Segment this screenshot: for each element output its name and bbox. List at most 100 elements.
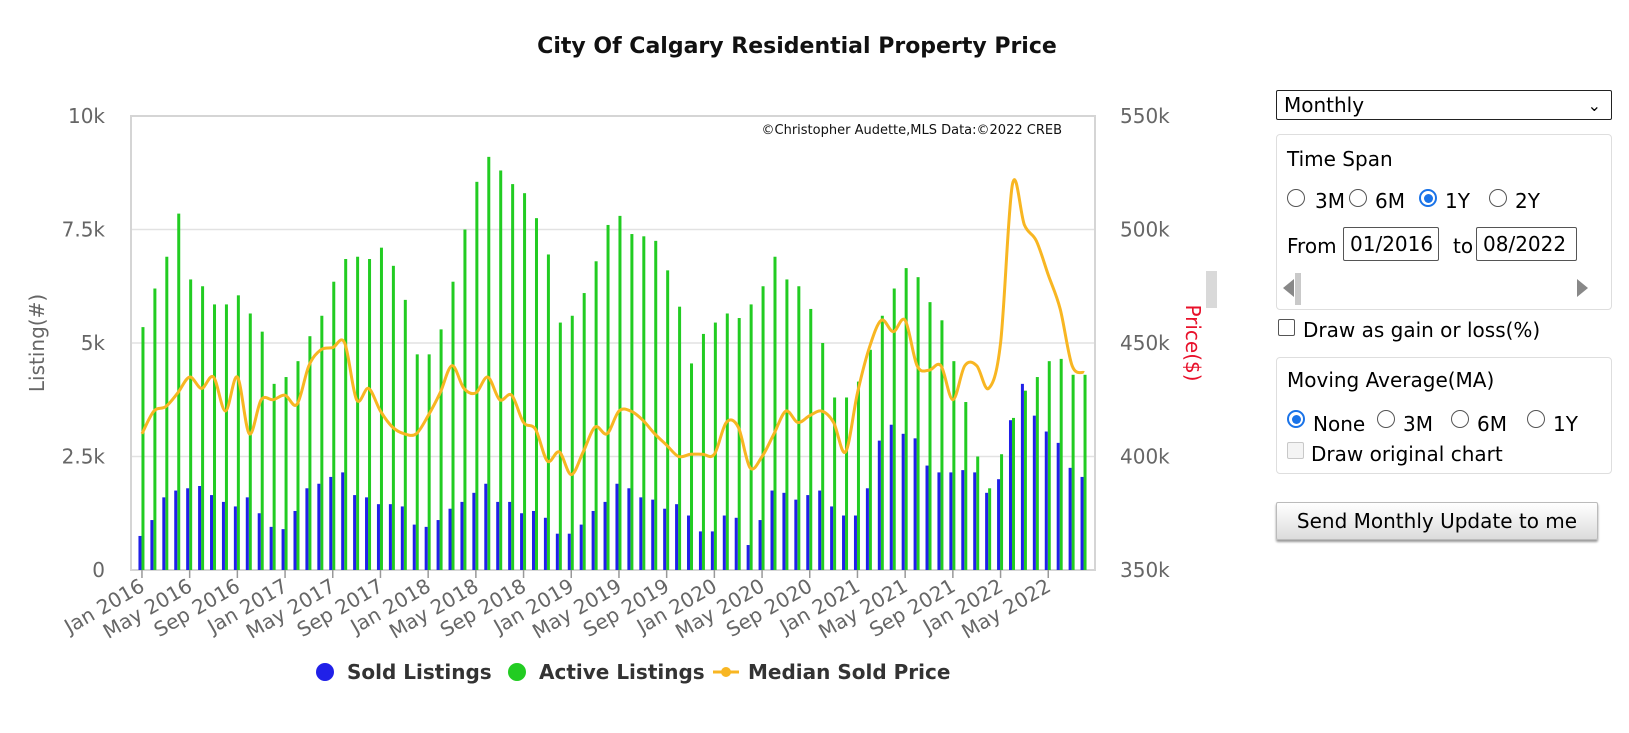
slider-right-arrow-icon[interactable] (1577, 279, 1588, 297)
legend-marker-icon (508, 663, 526, 681)
active-listings-bar (1023, 390, 1027, 570)
active-listings-bar (797, 286, 801, 570)
to-label: to (1453, 234, 1474, 258)
active-listings-bar (248, 313, 252, 570)
ma-radio-1y[interactable] (1527, 410, 1545, 428)
y-tick-label: 0 (92, 558, 105, 582)
slider-thumb[interactable] (1295, 273, 1301, 305)
y-axis: 0 2.5k 5k 7.5k 10k (62, 104, 106, 582)
active-listings-bar (1035, 377, 1039, 570)
sold-listings-bar (925, 465, 929, 570)
active-listings-bar (296, 361, 300, 570)
sold-listings-bar (436, 520, 440, 570)
sold-listings-bar (997, 479, 1001, 570)
sold-listings-bar (603, 501, 607, 570)
active-listings-bar (594, 261, 598, 570)
radio-6m[interactable] (1349, 189, 1367, 207)
y2-tick-label: 400k (1120, 445, 1170, 469)
active-listings-bar (1011, 417, 1015, 570)
sold-listings-bar (424, 526, 428, 570)
sold-listings-bar (1008, 420, 1012, 570)
active-listings-bar (236, 295, 240, 570)
radio-2y-label: 2Y (1515, 189, 1540, 213)
active-listings-bar (260, 331, 264, 570)
sold-listings-bar (675, 504, 679, 570)
active-listings-bar (463, 229, 467, 570)
active-listings-bar (845, 397, 849, 570)
active-listings-bar (320, 315, 324, 570)
sold-listings-bar (901, 433, 905, 570)
active-listings-bar (690, 363, 694, 570)
active-listings-bar (165, 256, 169, 570)
sold-listings-bar (1020, 383, 1024, 570)
radio-3m[interactable] (1287, 189, 1305, 207)
active-listings-bar (1059, 358, 1063, 570)
sold-listings-bar (484, 483, 488, 570)
active-listings-bar (356, 256, 360, 570)
active-listings-bar (487, 156, 491, 571)
from-input[interactable]: 01/2016 (1343, 227, 1439, 261)
ma-radio-none[interactable] (1287, 410, 1305, 428)
sold-listings-bar (531, 510, 535, 570)
active-listings-bar (1000, 454, 1004, 570)
sold-listings-bar (257, 513, 261, 570)
sold-listings-bar (174, 490, 178, 570)
radio-1y[interactable] (1419, 189, 1437, 207)
active-listings-bar (678, 306, 682, 570)
sold-listings-bar (365, 497, 369, 570)
to-input[interactable]: 08/2022 (1476, 227, 1577, 261)
scroll-handle[interactable] (1206, 271, 1217, 308)
sold-listings-bar (281, 529, 285, 570)
radio-2y[interactable] (1489, 189, 1507, 207)
active-listings-bar (701, 333, 705, 570)
sold-listings-bar (806, 495, 810, 570)
sold-listings-bar (853, 515, 857, 570)
active-listings-bar (153, 288, 157, 570)
sold-listings-bar (496, 501, 500, 570)
sold-listings-bar (818, 490, 822, 570)
active-listings-bar (439, 329, 443, 570)
moving-average-title: Moving Average(MA) (1287, 368, 1495, 392)
legend-marker-icon (721, 667, 731, 677)
y-tick-label: 2.5k (62, 445, 106, 469)
period-select[interactable]: Monthly ⌄ (1276, 90, 1612, 120)
draw-original-checkbox[interactable] (1287, 442, 1304, 459)
active-listings-bar (666, 270, 670, 570)
y-tick-label: 10k (68, 104, 105, 128)
ma-radio-1y-label: 1Y (1553, 412, 1578, 436)
gain-loss-checkbox[interactable] (1278, 319, 1295, 336)
sold-listings-bar (567, 533, 571, 570)
active-listings-bar (737, 318, 741, 570)
sold-listings-bar (317, 483, 321, 570)
ma-radio-6m[interactable] (1451, 410, 1469, 428)
sold-listings-bar (198, 486, 202, 570)
ma-radio-3m[interactable] (1377, 410, 1395, 428)
sold-listings-bar (1068, 467, 1072, 570)
active-listings-bar (761, 286, 765, 570)
sold-listings-bar (1032, 415, 1036, 570)
sold-listings-bar (1080, 476, 1084, 570)
sold-listings-bar (579, 524, 583, 570)
active-listings-bar (523, 193, 527, 570)
chart-area: City Of Calgary Residential Property Pri… (25, 34, 1217, 684)
sold-listings-bar (842, 515, 846, 570)
active-listings-bar (928, 302, 932, 570)
sold-listings-bar (639, 497, 643, 570)
active-listings-bar (892, 288, 896, 570)
slider-left-arrow-icon[interactable] (1283, 279, 1294, 297)
ma-radio-none-label: None (1313, 412, 1366, 436)
sold-listings-bar (889, 424, 893, 570)
sold-listings-bar (388, 504, 392, 570)
sold-listings-bar (376, 504, 380, 570)
sold-listings-bar (830, 506, 834, 570)
send-update-button[interactable]: Send Monthly Update to me (1276, 502, 1598, 540)
active-listings-bar (749, 304, 753, 570)
sold-listings-bar (913, 438, 917, 570)
active-listings-bar (475, 181, 479, 570)
y2-axis: 350k 400k 450k 500k 550k (1120, 104, 1170, 582)
sold-listings-bar (353, 495, 357, 570)
legend-label: Sold Listings (347, 660, 492, 684)
moving-average-panel: Moving Average(MA) None 3M 6M 1Y Draw or… (1276, 357, 1612, 474)
draw-original-label: Draw original chart (1311, 442, 1503, 466)
